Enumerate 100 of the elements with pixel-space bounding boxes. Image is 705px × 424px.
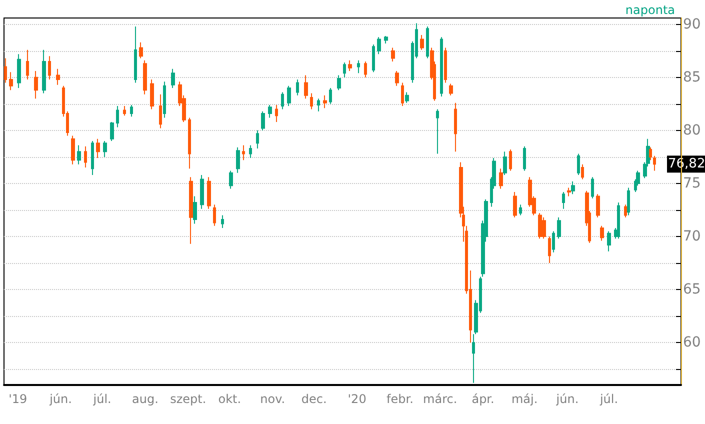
candlestick	[193, 196, 197, 224]
candlestick	[617, 202, 620, 240]
candlestick	[256, 130, 259, 149]
candlestick	[143, 60, 147, 95]
x-tick-label: máj.	[511, 392, 538, 406]
candlestick	[440, 36, 443, 97]
candlestick	[139, 42, 143, 59]
x-tick-label: okt.	[218, 392, 242, 406]
candlestick	[523, 146, 526, 172]
candlestick	[372, 44, 375, 73]
candlestick	[436, 108, 439, 154]
candlestick	[150, 79, 154, 110]
x-tick-label: szept.	[170, 392, 206, 406]
candlestick	[71, 135, 75, 165]
candlestick	[281, 92, 284, 110]
candlestick	[207, 176, 211, 210]
candlestick	[17, 54, 21, 89]
x-tick-label: júl.	[598, 392, 618, 406]
candlestick	[405, 92, 409, 104]
candlestick	[249, 144, 252, 159]
candlestick	[213, 204, 216, 226]
x-tick-label: jún.	[555, 392, 579, 406]
candlestick	[317, 98, 320, 112]
candlestick	[56, 68, 60, 86]
x-tick-label: aug.	[132, 392, 158, 406]
x-tick-label: '20	[348, 392, 366, 406]
candlestick	[268, 104, 272, 118]
candlestick	[499, 168, 503, 190]
candlestick	[123, 106, 126, 116]
candlestick	[454, 102, 457, 152]
candlestick	[130, 104, 133, 118]
candlestick	[310, 92, 313, 110]
candlestick	[519, 204, 522, 216]
candlestick	[557, 216, 561, 240]
y-tick-label: 90	[683, 16, 701, 32]
candlestick	[548, 236, 551, 264]
candlestick	[116, 106, 119, 128]
x-tick-label: '19	[8, 392, 28, 406]
candlestick	[96, 138, 100, 159]
x-tick-label: márc.	[423, 392, 458, 406]
y-tick-label: 85	[683, 69, 701, 86]
x-tick-label: dec.	[301, 392, 327, 406]
candlestick	[348, 60, 352, 72]
y-tick-label: 60	[683, 334, 701, 351]
candlestick	[513, 191, 517, 218]
candlestick	[542, 216, 546, 240]
candlestick	[4, 58, 7, 84]
y-tick-label: 65	[683, 282, 701, 298]
x-tick-label: nov.	[260, 392, 286, 406]
x-tick-label: febr.	[386, 392, 414, 406]
candlestick	[110, 121, 114, 142]
candlestick	[627, 187, 630, 216]
x-tick-label: jún.	[48, 392, 72, 406]
candlestick	[275, 104, 278, 122]
y-tick-label: 75	[683, 175, 701, 192]
candlestick	[538, 212, 542, 240]
candlestick	[242, 144, 245, 161]
candlestick	[91, 140, 94, 176]
candlestick	[503, 151, 507, 176]
candlestick	[571, 180, 575, 195]
candlestick	[577, 153, 580, 176]
candlestick	[261, 110, 265, 131]
candlestick	[607, 230, 611, 252]
candlestick	[395, 70, 399, 86]
candlestick	[343, 62, 346, 78]
candlestick	[562, 191, 565, 210]
candlestick	[189, 176, 193, 244]
candlestick	[323, 94, 327, 109]
candlestick	[649, 146, 652, 161]
candlestick	[221, 214, 224, 229]
candlestick	[444, 47, 447, 84]
candlestick	[229, 170, 233, 190]
candlestick	[188, 117, 191, 170]
candlestick	[171, 68, 175, 89]
candlestick	[472, 334, 475, 384]
candlestick	[600, 225, 604, 242]
candlestick	[9, 72, 13, 91]
candlestick	[48, 56, 51, 80]
candlestick	[401, 82, 404, 107]
candlestick	[357, 60, 360, 74]
x-tick-label: ápr.	[472, 392, 494, 406]
candlestick	[581, 164, 584, 180]
candlestick	[163, 81, 166, 118]
candlestick	[42, 49, 46, 94]
candlestick	[653, 155, 656, 172]
candlestick	[84, 146, 87, 168]
y-tick-label: 70	[683, 228, 701, 245]
candlestick	[624, 204, 627, 218]
candlestick	[420, 34, 424, 50]
candlestick	[384, 36, 388, 44]
candlestick	[296, 79, 299, 96]
candlestick	[509, 149, 512, 172]
candlestick	[426, 26, 429, 59]
candlestick	[26, 49, 29, 80]
candlestick	[364, 60, 367, 78]
candlestick	[449, 83, 453, 96]
candlestick	[591, 176, 594, 199]
x-tick-label: júl.	[92, 392, 112, 406]
candlestick	[337, 74, 341, 91]
candlestick	[200, 174, 204, 210]
